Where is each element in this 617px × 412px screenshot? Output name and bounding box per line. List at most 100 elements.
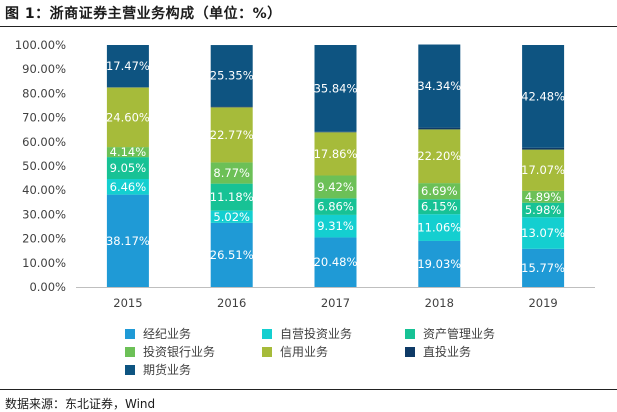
data-label: 25.35% (210, 69, 254, 83)
bar-segment (210, 45, 253, 107)
bar-segment (314, 237, 357, 287)
bar-segment (210, 107, 253, 163)
bar-segment (210, 162, 253, 184)
bar-segment (314, 214, 357, 238)
y-tick-label: 10.00% (22, 256, 66, 270)
y-tick-label: 100.00% (15, 38, 66, 52)
bar-segment (522, 217, 565, 249)
bar-segment (106, 157, 149, 179)
data-label: 11.18% (210, 190, 254, 204)
bar-segment (314, 198, 357, 215)
data-label: 35.84% (314, 81, 358, 95)
data-label: 24.60% (106, 110, 150, 124)
data-label: 42.48% (521, 89, 565, 103)
y-tick-label: 70.00% (22, 111, 66, 125)
data-label: 38.17% (106, 234, 150, 248)
bar-segment (314, 131, 357, 133)
data-label: 19.03% (417, 257, 461, 271)
bar-segment (106, 87, 149, 148)
bottom-rule (0, 389, 617, 390)
bar-segment (210, 210, 253, 223)
bar-segment (210, 106, 253, 108)
data-label: 26.51% (210, 248, 254, 262)
y-tick-label: 60.00% (22, 135, 66, 149)
legend-swatch (262, 328, 272, 339)
bar-segment (418, 199, 461, 215)
bar-segment (106, 178, 149, 195)
y-tick-label: 80.00% (22, 86, 66, 100)
data-label: 9.05% (110, 161, 147, 175)
legend-label: 自营投资业务 (280, 327, 353, 341)
bar-segment (418, 129, 461, 184)
y-tick-label: 0.00% (29, 280, 66, 294)
legend-item: 资产管理业务 (405, 325, 495, 342)
bar-segment (106, 45, 149, 88)
bar-segment (106, 194, 149, 287)
bar-segment (210, 183, 253, 211)
legend-label: 直投业务 (423, 345, 472, 359)
data-label: 6.15% (421, 200, 458, 214)
top-rule (0, 26, 617, 27)
legend-swatch (125, 346, 135, 357)
bar-segment (522, 202, 565, 218)
legend-swatch (405, 346, 415, 357)
data-label: 22.77% (210, 128, 254, 142)
bar-segment (522, 45, 565, 148)
bar-segment (210, 222, 253, 287)
bar-segment (522, 190, 565, 203)
bar-segment (106, 147, 149, 158)
bar-segment (418, 240, 461, 287)
data-label: 34.34% (417, 79, 461, 93)
bar-segment (418, 44, 461, 128)
legend-item: 直投业务 (405, 343, 471, 360)
data-label: 8.77% (213, 166, 250, 180)
bar-segment (418, 183, 461, 200)
data-label: 5.02% (213, 210, 250, 224)
x-tick-label: 2016 (217, 296, 246, 310)
y-tick-label: 50.00% (22, 159, 66, 173)
data-label: 20.48% (314, 255, 358, 269)
legend-label: 资产管理业务 (423, 327, 496, 341)
bar-segment (418, 127, 461, 130)
y-tick-label: 20.00% (22, 232, 66, 246)
bar-segment (418, 214, 461, 241)
data-label: 11.06% (417, 221, 461, 235)
data-label: 9.31% (317, 219, 354, 233)
bar-segment (314, 45, 357, 132)
legend-item: 期货业务 (125, 361, 191, 378)
bar-segment (522, 149, 565, 191)
x-tick-label: 2017 (321, 296, 350, 310)
x-tick-label: 2015 (113, 296, 142, 310)
data-label: 17.86% (314, 147, 358, 161)
data-label: 13.07% (521, 226, 565, 240)
data-label: 4.89% (525, 190, 562, 204)
y-tick-label: 90.00% (22, 62, 66, 76)
legend-label: 投资银行业务 (143, 345, 216, 359)
stacked-bar-chart: 0.00% 10.00% 20.00% 30.00% 40.00% 50.00% 60.00… (15, 38, 595, 310)
source-note: 数据来源：东北证券，Wind (5, 397, 156, 411)
data-label: 17.47% (106, 59, 150, 73)
legend-swatch (125, 364, 135, 375)
figure-title: 图 1：浙商证券主营业务构成（单位：%） (5, 6, 282, 22)
y-tick-label: 40.00% (22, 183, 66, 197)
data-label: 9.42% (317, 180, 354, 194)
legend-item: 投资银行业务 (125, 343, 215, 360)
data-label: 17.07% (521, 163, 565, 177)
data-label: 4.14% (110, 145, 147, 159)
legend-label: 信用业务 (280, 345, 329, 359)
legend-swatch (262, 346, 272, 357)
legend-item: 信用业务 (262, 343, 328, 360)
x-tick-label: 2018 (425, 296, 454, 310)
bar-segment (314, 175, 357, 199)
legend-swatch (405, 328, 415, 339)
data-label: 15.77% (521, 261, 565, 275)
bar-segment (522, 147, 565, 150)
data-label: 6.69% (421, 184, 458, 198)
bar-segment (522, 248, 565, 287)
legend-label: 经纪业务 (143, 327, 192, 341)
data-label: 6.86% (317, 200, 354, 214)
x-tick-label: 2019 (528, 296, 557, 310)
data-label: 6.46% (110, 180, 147, 194)
legend-swatch (125, 328, 135, 339)
bar-segment (314, 132, 357, 176)
